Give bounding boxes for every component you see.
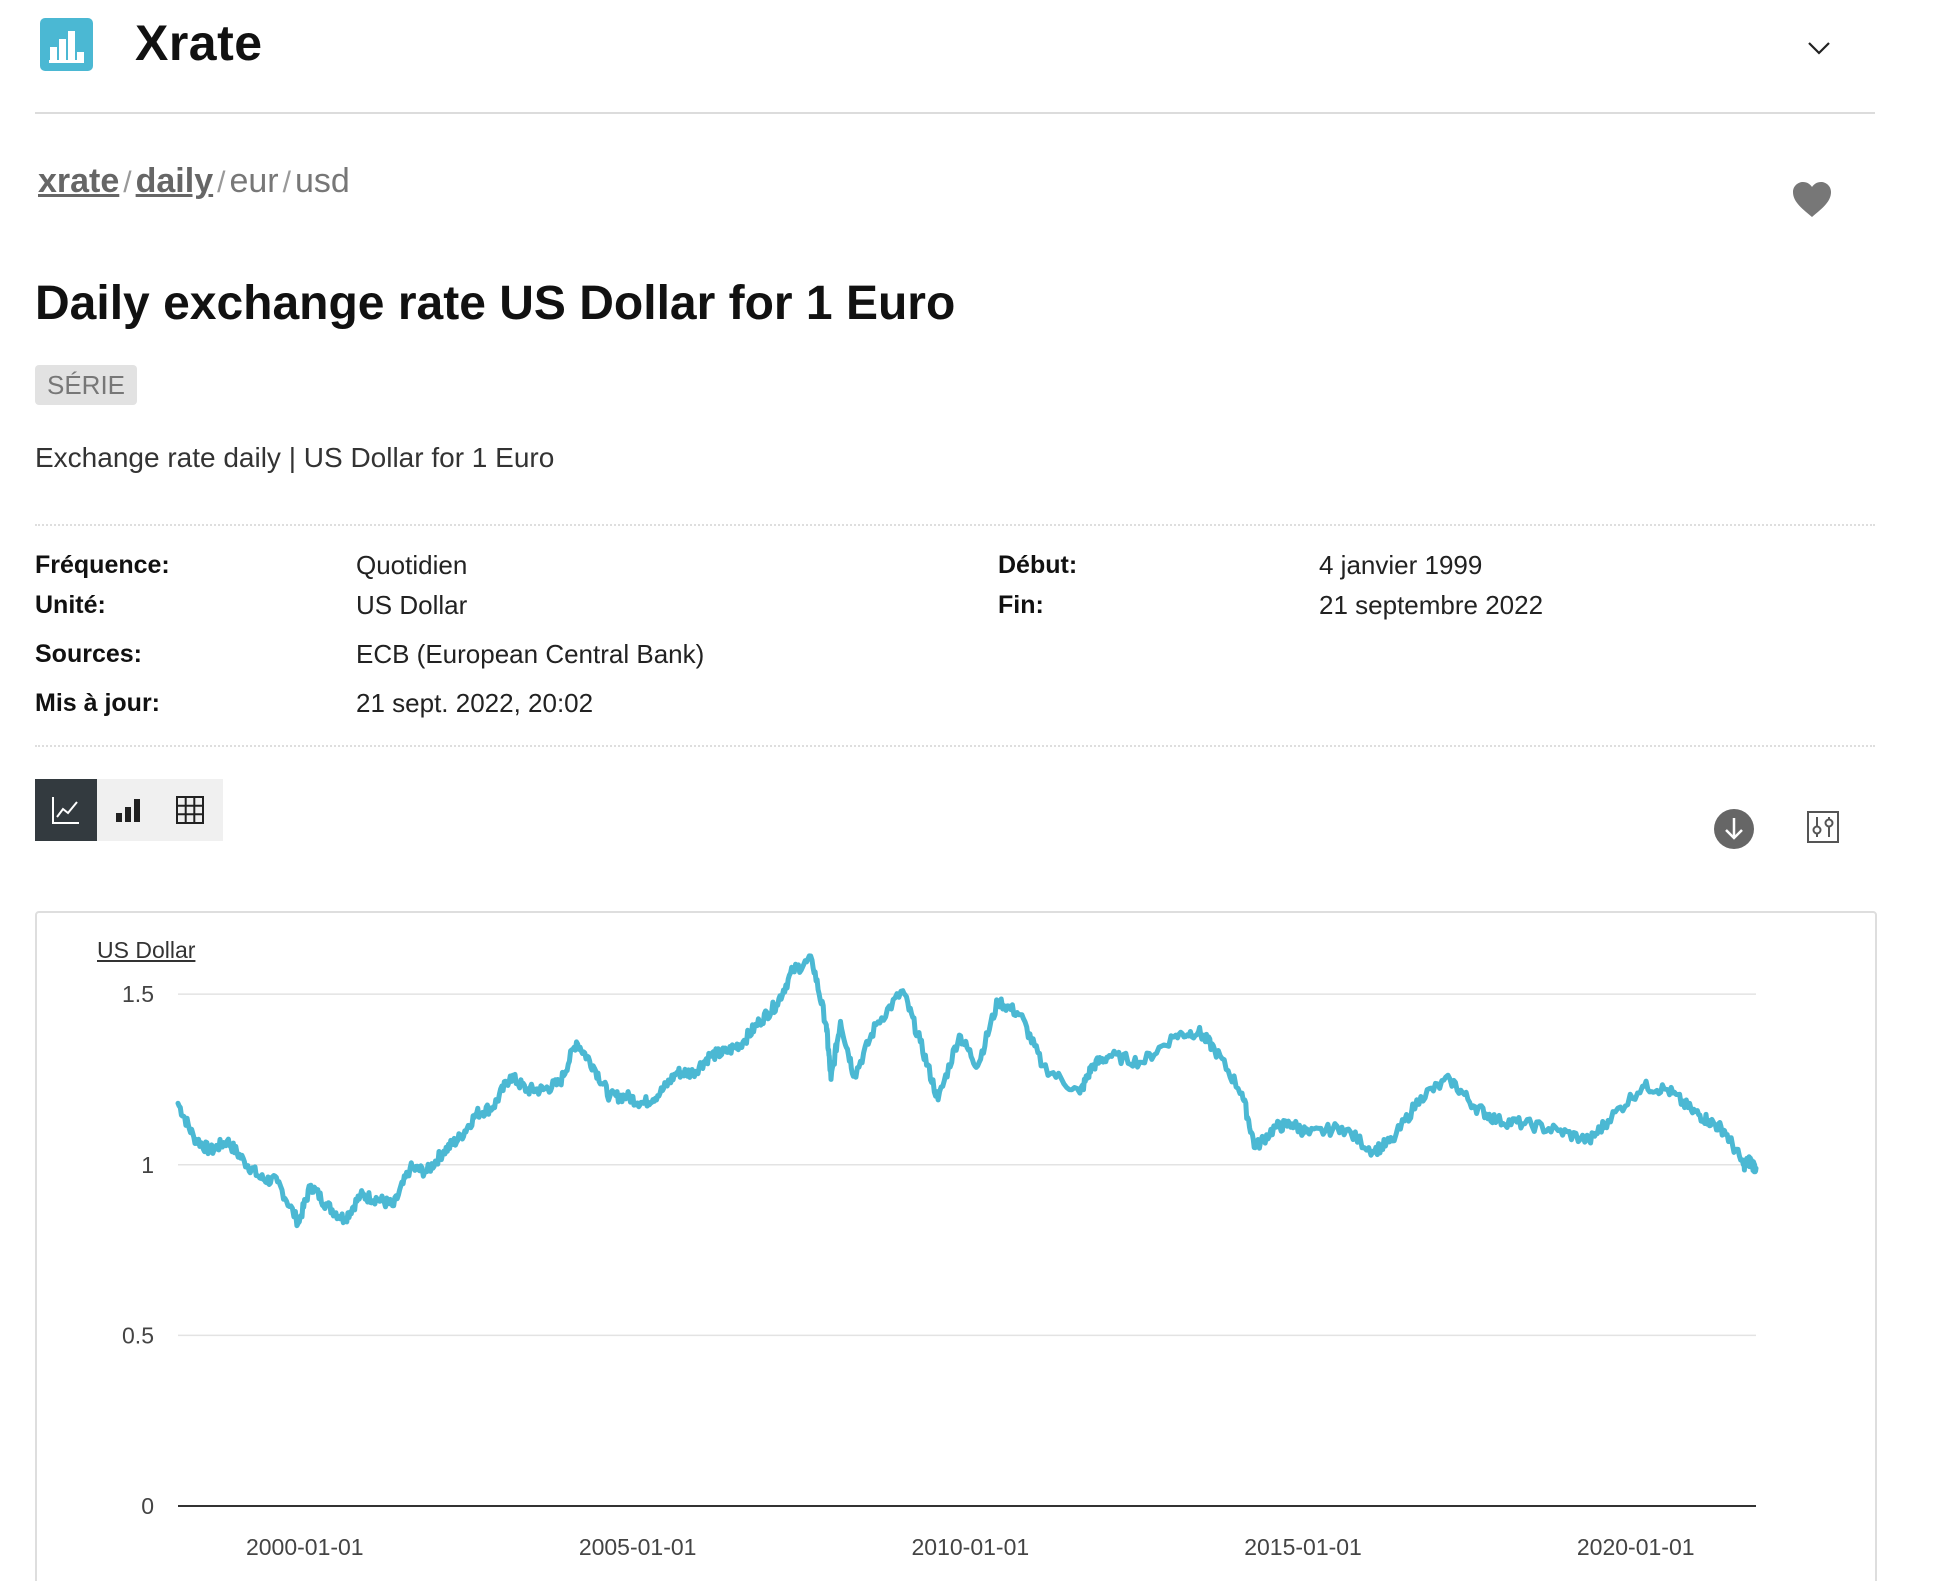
x-tick-label: 2010-01-01: [912, 1534, 1030, 1560]
breadcrumb-item-usd: usd: [294, 162, 350, 200]
breadcrumb-link-daily[interactable]: daily: [135, 162, 214, 200]
breadcrumb-separator: /: [123, 166, 132, 199]
x-tick-label: 2000-01-01: [246, 1534, 364, 1560]
download-icon[interactable]: [1713, 808, 1755, 850]
bar-chart-icon: [116, 799, 140, 822]
unit-value: US Dollar: [356, 590, 468, 620]
x-tick-label: 2015-01-01: [1244, 1534, 1362, 1560]
frequency-value: Quotidien: [356, 550, 468, 580]
chevron-down-icon[interactable]: [1805, 34, 1833, 62]
page-title: Daily exchange rate US Dollar for 1 Euro: [35, 277, 956, 330]
start-value: 4 janvier 1999: [1319, 550, 1483, 580]
updated-value: 21 sept. 2022, 20:02: [356, 688, 594, 718]
breadcrumb-link-xrate[interactable]: xrate: [38, 162, 120, 200]
heart-icon[interactable]: [1790, 178, 1834, 222]
bar-chart-view-button[interactable]: [97, 779, 159, 841]
end-label: Fin:: [998, 591, 1044, 619]
line-chart-icon: [52, 797, 79, 824]
chart-container: [35, 911, 1877, 1581]
x-tick-label: 2020-01-01: [1577, 1534, 1695, 1560]
sources-label: Sources:: [35, 640, 142, 668]
sources-value: ECB (European Central Bank): [356, 639, 705, 669]
breadcrumb-separator: /: [217, 166, 226, 199]
table-view-button[interactable]: [159, 779, 221, 841]
divider: [35, 745, 1875, 747]
breadcrumb-separator: /: [282, 166, 291, 199]
divider: [35, 524, 1875, 526]
y-tick-label: 0.5: [122, 1322, 154, 1348]
updated-label: Mis à jour:: [35, 689, 161, 717]
series-badge: SÉRIE: [35, 365, 138, 405]
chart-y-axis-label[interactable]: US Dollar: [97, 937, 196, 963]
x-tick-label: 2005-01-01: [579, 1534, 697, 1560]
bar-chart-logo-icon[interactable]: [40, 18, 93, 71]
unit-label: Unité:: [35, 591, 106, 619]
series-line: [175, 953, 1759, 1229]
breadcrumb-item-eur: eur: [229, 162, 279, 200]
frequency-label: Fréquence:: [35, 551, 170, 579]
breadcrumb: xrate / daily / eur / usd: [38, 162, 350, 201]
line-chart-view-button[interactable]: [35, 779, 97, 841]
sliders-icon[interactable]: [1806, 810, 1840, 844]
end-value: 21 septembre 2022: [1319, 590, 1544, 620]
app-title[interactable]: Xrate: [135, 15, 263, 71]
chart-view-toggle: [35, 779, 223, 841]
table-icon: [176, 796, 204, 824]
y-tick-label: 1.5: [122, 981, 154, 1007]
start-label: Début:: [998, 551, 1078, 579]
y-tick-label: 1: [141, 1152, 154, 1178]
page-subtitle: Exchange rate daily | US Dollar for 1 Eu…: [35, 442, 555, 473]
app-header: Xrate: [35, 0, 1875, 114]
y-tick-label: 0: [141, 1493, 154, 1519]
